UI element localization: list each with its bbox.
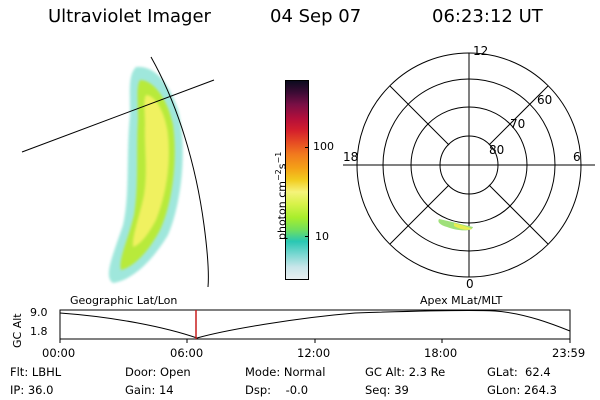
polar-label-lat-80: 80 bbox=[489, 143, 504, 157]
polar-aurora-core bbox=[454, 223, 472, 230]
time-tick-1800: 18:00 bbox=[424, 346, 458, 360]
longitude-line bbox=[150, 56, 209, 288]
observation-date: 04 Sep 07 bbox=[270, 6, 362, 27]
time-tick-1200: 12:00 bbox=[297, 346, 331, 360]
polar-diagonal-ne bbox=[488, 85, 549, 146]
timeline-y-bottom: 1.8 bbox=[30, 325, 48, 338]
unit-seconds: s bbox=[275, 163, 289, 170]
time-tick-0000: 00:00 bbox=[42, 346, 76, 360]
timeline-y-axis-label: GC Alt bbox=[11, 313, 24, 348]
door-value: Door: Open bbox=[125, 365, 191, 379]
ip-value: IP: 36.0 bbox=[10, 383, 54, 397]
timeline-y-top: 9.0 bbox=[30, 306, 48, 319]
latitude-line bbox=[21, 79, 215, 153]
polar-label-lat-70: 70 bbox=[510, 117, 525, 131]
gain-value: Gain: 14 bbox=[125, 383, 174, 397]
colorbar-label-100: 100 bbox=[313, 140, 334, 153]
polar-label-lat-60: 60 bbox=[537, 93, 552, 107]
gc-alt-value: GC Alt: 2.3 Re bbox=[365, 365, 446, 379]
timeline-plot bbox=[59, 309, 571, 343]
time-tick-2359: 23:59 bbox=[552, 346, 586, 360]
mode-value: Mode: Normal bbox=[245, 365, 326, 379]
aurora-core bbox=[132, 95, 169, 247]
colorbar-tick-10 bbox=[305, 236, 309, 237]
polar-plot: 12 18 6 0 60 70 80 bbox=[343, 45, 595, 290]
glat-value: GLat: 62.4 bbox=[487, 365, 551, 379]
colorbar-tick-100 bbox=[305, 147, 309, 148]
polar-label-mlt-0: 0 bbox=[466, 277, 474, 290]
polar-diagonal-nw bbox=[389, 85, 450, 146]
seq-value: Seq: 39 bbox=[365, 383, 409, 397]
time-tick-0600: 06:00 bbox=[170, 346, 204, 360]
altitude-curve bbox=[59, 310, 571, 339]
timeline-left-label: Geographic Lat/Lon bbox=[70, 294, 178, 307]
timeline-right-label: Apex MLat/MLT bbox=[420, 294, 503, 307]
filter-value: Flt: LBHL bbox=[10, 365, 62, 379]
unit-exponent-1: −2 bbox=[274, 169, 283, 182]
unit-base: photon cm bbox=[275, 181, 289, 240]
polar-diagonal-sw bbox=[389, 184, 450, 245]
polar-diagonal-se bbox=[488, 184, 549, 245]
app-title: Ultraviolet Imager bbox=[48, 6, 211, 27]
polar-label-mlt-12: 12 bbox=[473, 45, 488, 58]
dsp-value: Dsp: -0.0 bbox=[245, 383, 309, 397]
polar-label-mlt-6: 6 bbox=[573, 150, 581, 164]
unit-exponent-2: −1 bbox=[274, 151, 283, 164]
color-scale-gradient bbox=[286, 81, 308, 279]
glon-value: GLon: 264.3 bbox=[487, 383, 557, 397]
timeline-frame bbox=[59, 309, 571, 340]
polar-label-mlt-18: 18 bbox=[343, 150, 358, 164]
colorbar-unit-label: photon cm−2s−1 bbox=[274, 152, 289, 240]
colorbar-label-10: 10 bbox=[315, 230, 329, 243]
color-scale-bar bbox=[285, 80, 309, 280]
observation-time: 06:23:12 UT bbox=[432, 6, 543, 27]
geographic-image-panel bbox=[21, 56, 215, 288]
